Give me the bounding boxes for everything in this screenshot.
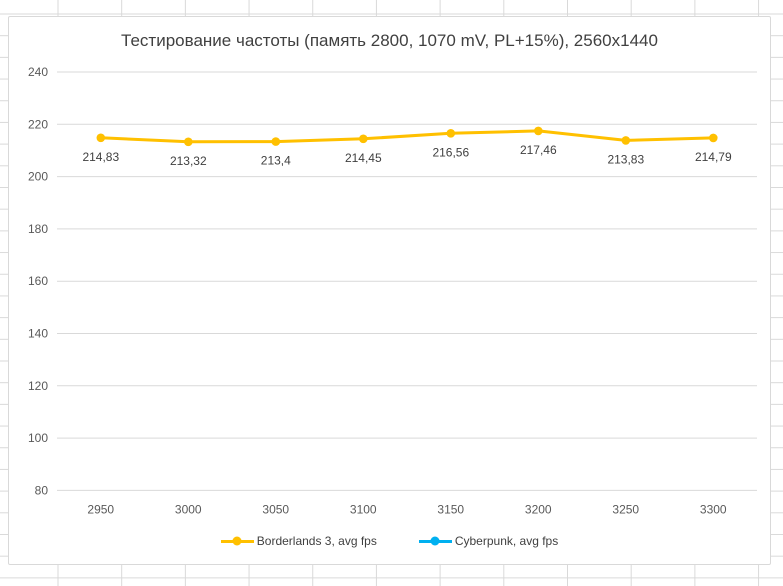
- x-tick-label: 3150: [437, 502, 464, 516]
- x-tick-label: 2950: [87, 502, 114, 516]
- legend-marker-cyberpunk-icon: [418, 536, 452, 546]
- data-point-marker: [359, 134, 368, 144]
- data-point-marker: [271, 137, 281, 146]
- y-tick-label: 100: [28, 431, 48, 445]
- y-tick-label: 200: [28, 170, 48, 184]
- data-point-marker: [446, 129, 456, 138]
- data-label: 216,56: [432, 145, 469, 159]
- legend-label-borderlands: Borderlands 3, avg fps: [256, 534, 377, 548]
- x-axis-tick-labels: 2950 3000 3050 3100 3150 3200 3250 3300: [87, 502, 727, 516]
- legend-label-cyberpunk: Cyberpunk, avg fps: [454, 534, 559, 548]
- chart-title: Тестирование частоты (память 2800, 1070 …: [121, 31, 658, 50]
- data-point-marker: [184, 137, 193, 147]
- line-chart-plot-area: 240 220 200 180 160 140 120 100 80 2950 3000 3050 31…: [28, 65, 757, 516]
- data-label: 213,32: [170, 154, 207, 168]
- x-tick-label: 3100: [350, 502, 377, 516]
- y-tick-label: 160: [28, 274, 48, 288]
- legend-marker-borderlands-icon: [220, 536, 254, 546]
- series-0: [96, 126, 718, 147]
- data-label: 213,4: [261, 154, 291, 168]
- x-tick-label: 3250: [612, 502, 639, 516]
- data-label: 214,83: [82, 150, 119, 164]
- gridlines: [57, 71, 757, 491]
- x-tick-label: 3000: [175, 502, 202, 516]
- data-label: 213,83: [607, 152, 644, 166]
- legend-item-borderlands: Borderlands 3, avg fps: [220, 534, 377, 548]
- data-point-marker: [534, 126, 543, 136]
- x-tick-label: 3200: [525, 502, 552, 516]
- data-label: 217,46: [520, 143, 557, 157]
- data-label: 214,79: [695, 150, 732, 164]
- data-point-marker: [709, 133, 718, 143]
- data-labels: 214,83 213,32 213,4 214,45 216,56 217,46 213,8…: [82, 143, 732, 168]
- chart-legend: Borderlands 3, avg fps Cyberpunk, avg fp…: [9, 530, 770, 552]
- y-tick-label: 140: [28, 327, 48, 341]
- y-tick-label: 80: [35, 483, 49, 497]
- y-tick-label: 240: [28, 65, 48, 79]
- y-tick-label: 180: [28, 222, 48, 236]
- data-label: 214,45: [345, 151, 382, 165]
- y-tick-label: 220: [28, 117, 48, 131]
- data-point-marker: [621, 136, 631, 145]
- legend-item-cyberpunk: Cyberpunk, avg fps: [418, 534, 559, 548]
- y-axis-tick-labels: 240 220 200 180 160 140 120 100 80: [28, 65, 48, 497]
- y-tick-label: 120: [28, 379, 48, 393]
- data-point-marker: [96, 133, 106, 143]
- chart-container[interactable]: Тестирование частоты (память 2800, 1070 …: [8, 16, 771, 565]
- x-tick-label: 3300: [700, 502, 727, 516]
- series-line: [99, 129, 715, 144]
- x-tick-label: 3050: [262, 502, 289, 516]
